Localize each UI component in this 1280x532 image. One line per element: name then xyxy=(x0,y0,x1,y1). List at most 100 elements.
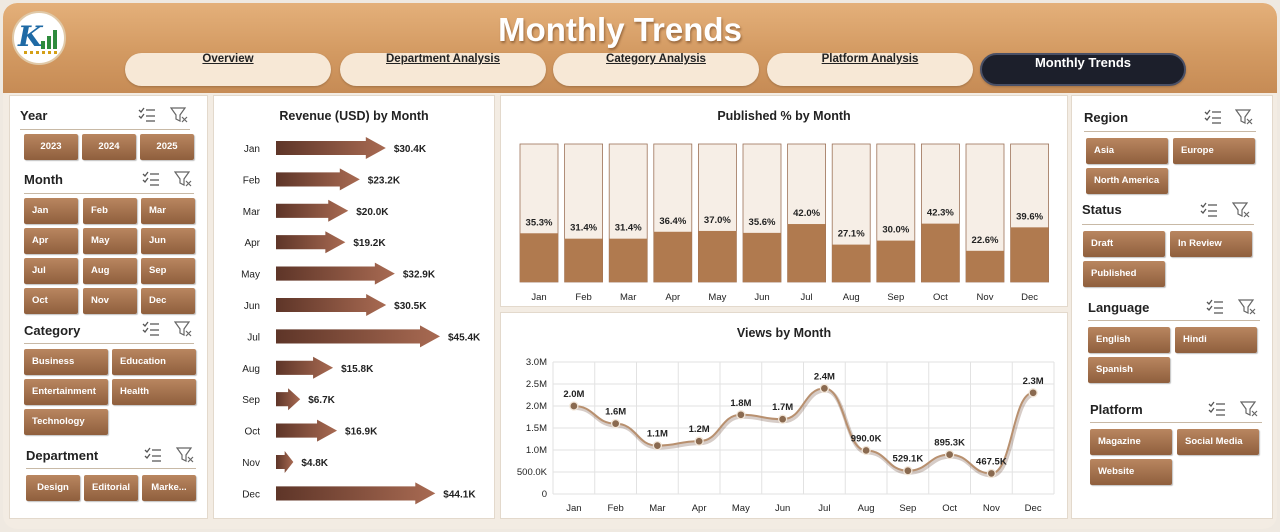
views-point xyxy=(944,449,955,460)
clear-filter-icon[interactable] xyxy=(174,171,192,187)
published-category-label: Jul xyxy=(801,292,813,303)
clear-filter-icon[interactable] xyxy=(1238,299,1256,315)
filter-department-marketing[interactable]: Marke... xyxy=(142,475,196,501)
clear-filter-icon[interactable] xyxy=(1232,202,1250,218)
multi-select-icon[interactable] xyxy=(144,447,162,463)
clear-filter-icon[interactable] xyxy=(176,447,194,463)
filter-month-mar[interactable]: Mar xyxy=(141,198,195,224)
filter-platform-website[interactable]: Website xyxy=(1090,459,1172,485)
clear-filter-icon[interactable] xyxy=(170,107,188,123)
filter-month-jun[interactable]: Jun xyxy=(141,228,195,254)
clear-filter-icon[interactable] xyxy=(1235,109,1253,125)
multi-select-icon[interactable] xyxy=(1206,299,1224,315)
revenue-bar xyxy=(276,231,346,254)
filter-category-health[interactable]: Health xyxy=(112,379,196,405)
published-data-label: 42.3% xyxy=(927,208,954,219)
revenue-bar xyxy=(276,168,360,191)
filter-category-business[interactable]: Business xyxy=(24,349,108,375)
published-data-label: 31.4% xyxy=(615,223,642,234)
filter-month-jan[interactable]: Jan xyxy=(24,198,78,224)
views-point xyxy=(694,436,704,446)
published-data-label: 42.0% xyxy=(793,208,820,219)
multi-select-icon[interactable] xyxy=(138,107,156,123)
filter-month-feb[interactable]: Feb xyxy=(83,198,137,224)
revenue-category-label: Jul xyxy=(247,332,260,343)
revenue-data-label: $4.8K xyxy=(301,458,328,469)
revenue-category-label: Feb xyxy=(243,175,261,186)
views-category-label: Jan xyxy=(566,503,581,514)
revenue-bar xyxy=(276,356,334,379)
filter-month-sep[interactable]: Sep xyxy=(141,258,195,284)
revenue-category-label: Sep xyxy=(242,395,260,406)
views-data-label: 990.0K xyxy=(851,433,882,444)
tab-platform-analysis[interactable]: Platform Analysis xyxy=(767,53,973,86)
published-bar xyxy=(609,238,648,282)
filter-year-2023[interactable]: 2023 xyxy=(24,134,78,160)
multi-select-icon[interactable] xyxy=(1208,401,1226,417)
revenue-data-label: $16.9K xyxy=(345,427,378,438)
views-y-tick: 1.5M xyxy=(526,423,547,434)
published-chart: 35.3% Jan 31.4% Feb 31.4% Mar 36.4% Apr 37.0% May… xyxy=(519,143,1050,303)
status-filter-title: Status xyxy=(1082,202,1122,217)
published-category-label: Oct xyxy=(933,292,948,303)
filter-department-design[interactable]: Design xyxy=(26,475,80,501)
views-category-label: Jul xyxy=(818,503,830,514)
views-data-label: 529.1K xyxy=(893,454,924,465)
filter-region-europe[interactable]: Europe xyxy=(1173,138,1255,164)
filter-month-apr[interactable]: Apr xyxy=(24,228,78,254)
filter-language-english[interactable]: English xyxy=(1088,327,1170,353)
filter-status-draft[interactable]: Draft xyxy=(1083,231,1165,257)
revenue-bar xyxy=(276,419,338,442)
published-chart-panel: Published % by Month 35.3% Jan 31.4% Feb 31.… xyxy=(500,95,1068,307)
published-data-label: 39.6% xyxy=(1016,211,1043,222)
multi-select-icon[interactable] xyxy=(1204,109,1222,125)
filter-year-2024[interactable]: 2024 xyxy=(82,134,136,160)
published-category-label: Feb xyxy=(575,292,591,303)
filter-region-north-america[interactable]: North America xyxy=(1086,168,1168,194)
revenue-data-label: $32.9K xyxy=(403,270,436,281)
tab-monthly-trends[interactable]: Monthly Trends xyxy=(980,53,1186,86)
tab-department-analysis[interactable]: Department Analysis xyxy=(340,53,546,86)
published-category-label: Nov xyxy=(977,292,994,303)
revenue-category-label: Oct xyxy=(244,427,260,438)
filter-month-oct[interactable]: Oct xyxy=(24,288,78,314)
filter-category-entertainment[interactable]: Entertainment xyxy=(24,379,108,405)
multi-select-icon[interactable] xyxy=(142,321,160,337)
clear-filter-icon[interactable] xyxy=(174,321,192,337)
right-filter-panel: Region Asia Europe North America Status … xyxy=(1071,95,1273,519)
region-filter-title: Region xyxy=(1084,110,1129,125)
filter-platform-magazine[interactable]: Magazine xyxy=(1090,429,1172,455)
filter-department-editorial[interactable]: Editorial xyxy=(84,475,138,501)
filter-platform-social-media[interactable]: Social Media xyxy=(1177,429,1259,455)
published-bar xyxy=(1010,227,1049,282)
published-bar xyxy=(564,238,603,282)
multi-select-icon[interactable] xyxy=(1200,202,1218,218)
page-title: Monthly Trends xyxy=(498,11,742,48)
divider xyxy=(20,129,190,130)
published-category-label: Dec xyxy=(1021,292,1038,303)
tab-overview[interactable]: Overview xyxy=(125,53,331,86)
views-category-label: Oct xyxy=(942,503,957,514)
tab-category-analysis[interactable]: Category Analysis xyxy=(553,53,759,86)
filter-month-jul[interactable]: Jul xyxy=(24,258,78,284)
filter-category-technology[interactable]: Technology xyxy=(24,409,108,435)
multi-select-icon[interactable] xyxy=(142,171,160,187)
filter-year-2025[interactable]: 2025 xyxy=(140,134,194,160)
views-point xyxy=(903,466,913,476)
filter-status-published[interactable]: Published xyxy=(1083,261,1165,287)
filter-category-education[interactable]: Education xyxy=(112,349,196,375)
filter-language-spanish[interactable]: Spanish xyxy=(1088,357,1170,383)
filter-month-dec[interactable]: Dec xyxy=(141,288,195,314)
published-bar xyxy=(876,240,915,282)
views-category-label: Jun xyxy=(775,503,790,514)
filter-language-hindi[interactable]: Hindi xyxy=(1175,327,1257,353)
revenue-bar xyxy=(276,137,386,159)
filter-month-may[interactable]: May xyxy=(83,228,137,254)
filter-status-in-review[interactable]: In Review xyxy=(1170,231,1252,257)
filter-month-nov[interactable]: Nov xyxy=(83,288,137,314)
filter-region-asia[interactable]: Asia xyxy=(1086,138,1168,164)
published-category-label: Sep xyxy=(887,292,904,303)
clear-filter-icon[interactable] xyxy=(1240,401,1258,417)
filter-month-aug[interactable]: Aug xyxy=(83,258,137,284)
views-point xyxy=(986,468,997,479)
